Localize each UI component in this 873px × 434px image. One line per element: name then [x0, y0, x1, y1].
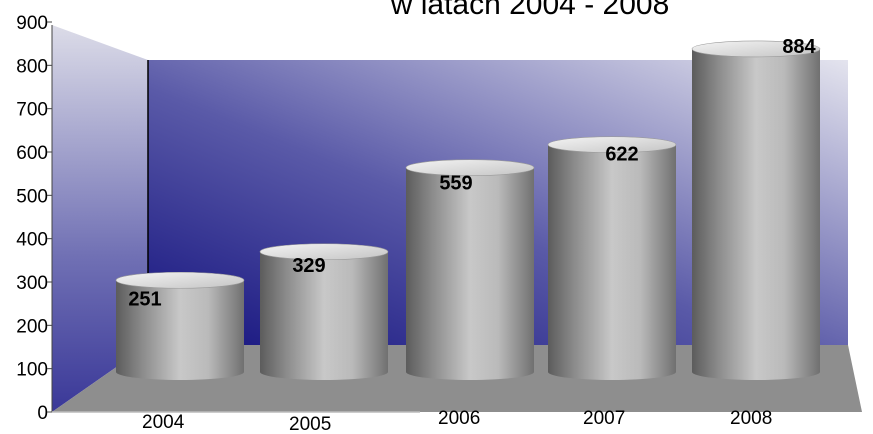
bars — [115, 40, 821, 380]
bar-body — [116, 280, 244, 380]
bar-2008 — [691, 40, 821, 380]
bar-body — [260, 251, 388, 380]
data-label: 329 — [292, 255, 325, 277]
bar-body — [406, 167, 534, 380]
bar-cap — [405, 159, 535, 176]
x-tick-label: 2007 — [583, 408, 625, 429]
x-tick-label: 2008 — [730, 408, 772, 429]
x-axis-ticks: 2004 2005 2006 2007 2008 — [142, 408, 772, 434]
y-tick-label: 500 — [16, 186, 48, 207]
bar-2007 — [547, 136, 677, 380]
data-labels: 251 329 559 622 884 — [128, 36, 816, 310]
bar-cap — [259, 243, 389, 261]
bar-cap — [547, 136, 677, 153]
y-tick-label: 900 — [16, 13, 48, 34]
data-label: 251 — [128, 288, 161, 310]
x-tick-label: 2005 — [289, 414, 331, 434]
y-tick-label: 600 — [16, 143, 48, 164]
x-tick-label: 2006 — [438, 408, 480, 429]
y-tick-label: 400 — [16, 230, 48, 251]
y-tick-label: 200 — [16, 316, 48, 337]
y-tick-label: 0 — [37, 403, 48, 424]
y-tick-label: 300 — [16, 273, 48, 294]
bar-2006 — [405, 159, 535, 380]
y-tick-label: 800 — [16, 56, 48, 77]
bar-body — [692, 48, 820, 380]
y-axis-ticks: 0 100 200 300 400 500 600 700 800 900 — [16, 13, 52, 424]
bar-2004 — [115, 271, 245, 380]
bar-body — [548, 144, 676, 380]
data-label: 559 — [439, 173, 472, 195]
data-label: 622 — [605, 144, 638, 166]
y-tick-label: 100 — [16, 360, 48, 381]
chart-title: w latach 2004 - 2008 — [390, 0, 670, 21]
bar-cap — [115, 271, 245, 289]
bar-2005 — [259, 243, 389, 380]
x-tick-label: 2004 — [142, 412, 185, 433]
y-tick-label: 700 — [16, 100, 48, 121]
data-label: 884 — [782, 36, 816, 58]
bar-cap — [691, 40, 821, 58]
